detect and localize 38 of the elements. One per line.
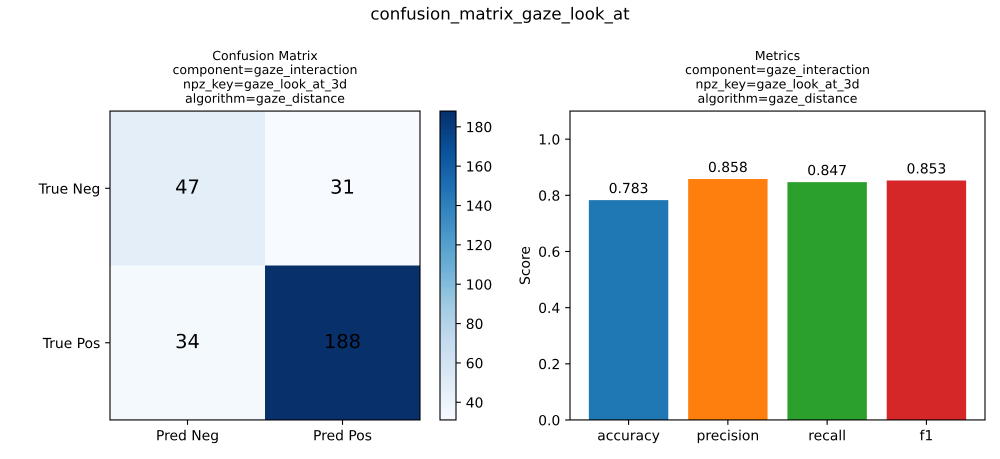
- bar: [688, 179, 768, 420]
- y-tick-label: True Neg: [38, 183, 100, 196]
- data-label: 31: [332, 179, 354, 194]
- data-label: 0.783: [610, 182, 648, 194]
- data-label: 0.847: [808, 164, 846, 176]
- x-tick-label: Pred Pos: [314, 430, 372, 440]
- y-tick-label: 0.6: [539, 246, 560, 257]
- bar: [886, 180, 966, 420]
- y-tick-label: 0.8: [539, 190, 560, 201]
- color-bar-label: 180: [467, 122, 492, 132]
- y-tick-label: True Pos: [42, 338, 100, 348]
- y-tick-label: 0.4: [539, 302, 560, 314]
- x-tick-label: accuracy: [598, 432, 660, 444]
- y-axis-title: Score: [519, 246, 530, 284]
- text: confusion_matrix_gaze_look_at: [371, 6, 630, 24]
- color-bar-label: 160: [467, 161, 492, 172]
- data-label: 0.853: [907, 163, 946, 174]
- color-bar-label: 120: [467, 240, 492, 250]
- y-tick-label: 0.0: [539, 414, 560, 426]
- chart-title: Metrics component=gaze_interaction npz_key=gaze_look_at_3d algorithm=gaze_distance: [686, 50, 869, 106]
- color-bar-label: 140: [467, 200, 492, 211]
- y-tick-label: 0.2: [539, 358, 559, 370]
- bar: [787, 182, 867, 420]
- data-label: 34: [176, 334, 199, 348]
- data-label: 0.858: [708, 162, 747, 172]
- color-bar-label: 80: [466, 318, 482, 330]
- color-bar-label: 100: [467, 279, 492, 290]
- data-label: 47: [176, 179, 198, 194]
- bar: [588, 200, 668, 420]
- chart-title: Confusion Matrix component=gaze_interaction npz_key=gaze_look_at_3d algorithm=gaze_distance: [173, 50, 356, 106]
- y-tick-label: 1.0: [540, 134, 560, 145]
- data-label: 188: [326, 334, 360, 348]
- color-bar-label: 60: [466, 358, 482, 368]
- x-tick-label: Pred Neg: [157, 430, 218, 444]
- color-bar-label: 40: [466, 397, 482, 408]
- x-tick-label: recall: [810, 430, 845, 440]
- x-tick-label: f1: [920, 430, 932, 440]
- x-tick-label: precision: [698, 430, 758, 444]
